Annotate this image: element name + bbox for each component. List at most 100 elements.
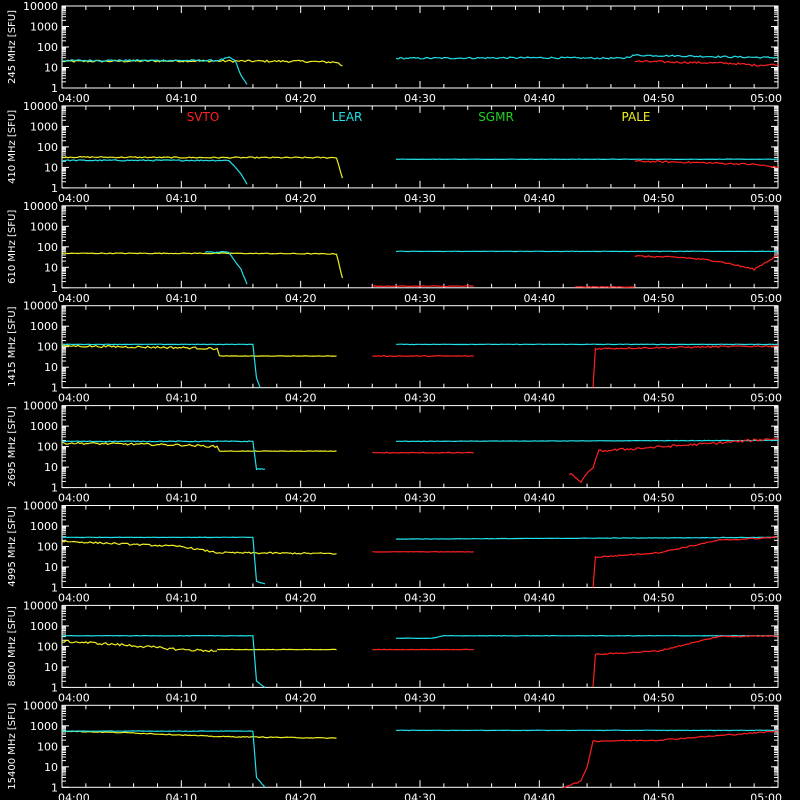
y-tick-label: 10 [44, 62, 58, 75]
y-axis-label: 610 MHz [SFU] [7, 210, 18, 284]
x-tick-label: 04:30 [404, 92, 436, 105]
x-tick-label: 04:40 [523, 492, 555, 505]
y-axis-label: 8800 MHz [SFU] [7, 606, 18, 687]
x-tick-label: 04:00 [58, 292, 90, 305]
x-tick-label: 04:10 [165, 192, 197, 205]
x-tick-label: 04:20 [285, 292, 317, 305]
series-svto-line [372, 285, 474, 288]
panel-3: 1 10 100 1000 10000 04:00 04:10 04:20 04:30 04:40… [7, 200, 782, 305]
x-tick-label: 04:00 [58, 691, 90, 704]
x-tick-label: 05:00 [750, 791, 782, 800]
y-tick-label: 10 [44, 461, 58, 474]
y-tick-label: 10 [44, 161, 58, 174]
x-tick-label: 04:20 [285, 592, 317, 605]
x-tick-label: 04:10 [165, 492, 197, 505]
y-tick-label: 100 [37, 41, 58, 54]
series-svto-line [574, 285, 635, 288]
series-lear-line [396, 634, 779, 640]
x-tick-label: 04:20 [285, 192, 317, 205]
series-lear-line [61, 343, 261, 388]
y-tick-label: 1 [51, 282, 58, 295]
y-tick-label: 1000 [30, 720, 58, 733]
series-pale-line [61, 155, 343, 179]
series-lear-line [396, 250, 779, 253]
x-tick-label: 05:00 [750, 492, 782, 505]
x-tick-label: 04:50 [643, 192, 675, 205]
y-tick-label: 1000 [30, 320, 58, 333]
y-axis-label: 2695 MHz [SFU] [7, 406, 18, 487]
x-tick-label: 05:00 [750, 292, 782, 305]
series-lear-line [205, 250, 248, 285]
series-svto-line [592, 344, 778, 388]
x-tick-label: 04:10 [165, 292, 197, 305]
legend-sgmr: SGMR [478, 110, 514, 124]
y-tick-label: 10 [44, 761, 58, 774]
x-tick-label: 04:20 [285, 392, 317, 405]
y-tick-label: 10 [44, 361, 58, 374]
y-tick-label: 100 [37, 241, 58, 254]
x-tick-label: 04:40 [523, 292, 555, 305]
y-tick-label: 10000 [23, 500, 58, 513]
x-tick-label: 05:00 [750, 691, 782, 704]
y-axis-label: 245 MHz [SFU] [7, 10, 18, 84]
x-tick-label: 05:00 [750, 392, 782, 405]
x-tick-label: 04:00 [58, 592, 90, 605]
legend-svto: SVTO [187, 110, 220, 124]
series-svto-line [634, 159, 778, 168]
x-tick-label: 04:40 [523, 791, 555, 800]
series-lear-line [396, 536, 779, 540]
series-lear-line [395, 53, 779, 60]
y-axis-label: 1415 MHz [SFU] [7, 306, 18, 387]
y-tick-label: 1 [51, 582, 58, 595]
y-tick-label: 1 [51, 681, 58, 694]
x-tick-label: 05:00 [750, 92, 782, 105]
series-pale-line [61, 540, 337, 555]
series-pale-line [61, 730, 337, 740]
y-tick-label: 1 [51, 182, 58, 195]
y-tick-label: 10000 [23, 300, 58, 313]
x-tick-label: 04:40 [523, 192, 555, 205]
x-tick-label: 04:00 [58, 492, 90, 505]
y-tick-label: 1 [51, 781, 58, 794]
panel-5: 1 10 100 1000 10000 04:00 04:10 04:20 04:30 04:40… [7, 400, 782, 505]
panel-1: 1 10 100 1000 10000 04:00 04:10 04:20 04:30 04:40… [7, 0, 782, 105]
x-tick-label: 04:30 [404, 492, 436, 505]
series-pale-line [61, 252, 343, 279]
panel-4: 1 10 100 1000 10000 04:00 04:10 04:20 04:30 04:40… [7, 300, 782, 405]
series-pale-line [61, 639, 218, 653]
legend: SVTO LEAR SGMR PALE [187, 110, 651, 124]
x-tick-label: 04:00 [58, 392, 90, 405]
y-tick-label: 10 [44, 261, 58, 274]
y-axis-label: 410 MHz [SFU] [7, 110, 18, 184]
y-tick-label: 10000 [23, 599, 58, 612]
y-tick-label: 10000 [23, 100, 58, 113]
x-tick-label: 04:10 [165, 791, 197, 800]
x-tick-label: 04:50 [643, 791, 675, 800]
y-tick-label: 100 [37, 740, 58, 753]
x-tick-label: 04:50 [643, 691, 675, 704]
x-tick-label: 04:50 [643, 392, 675, 405]
x-tick-label: 04:50 [643, 592, 675, 605]
x-tick-label: 04:10 [165, 392, 197, 405]
y-tick-label: 100 [37, 441, 58, 454]
series-svto-line [563, 730, 779, 789]
x-tick-label: 04:40 [523, 392, 555, 405]
series-svto-line [592, 634, 779, 688]
x-tick-label: 04:30 [404, 691, 436, 704]
series-lear-line [61, 56, 248, 85]
y-tick-label: 10000 [23, 400, 58, 413]
x-tick-label: 04:10 [165, 92, 197, 105]
y-tick-label: 100 [37, 640, 58, 653]
y-tick-label: 100 [37, 341, 58, 354]
series-svto-line [634, 254, 779, 272]
series-lear-line [61, 440, 265, 471]
x-tick-label: 04:30 [404, 791, 436, 800]
x-tick-label: 04:40 [523, 592, 555, 605]
series-pale-line [61, 441, 221, 452]
x-tick-label: 04:50 [643, 292, 675, 305]
y-tick-label: 10000 [23, 699, 58, 712]
series-lear-line [62, 730, 266, 788]
legend-pale: PALE [622, 110, 651, 124]
